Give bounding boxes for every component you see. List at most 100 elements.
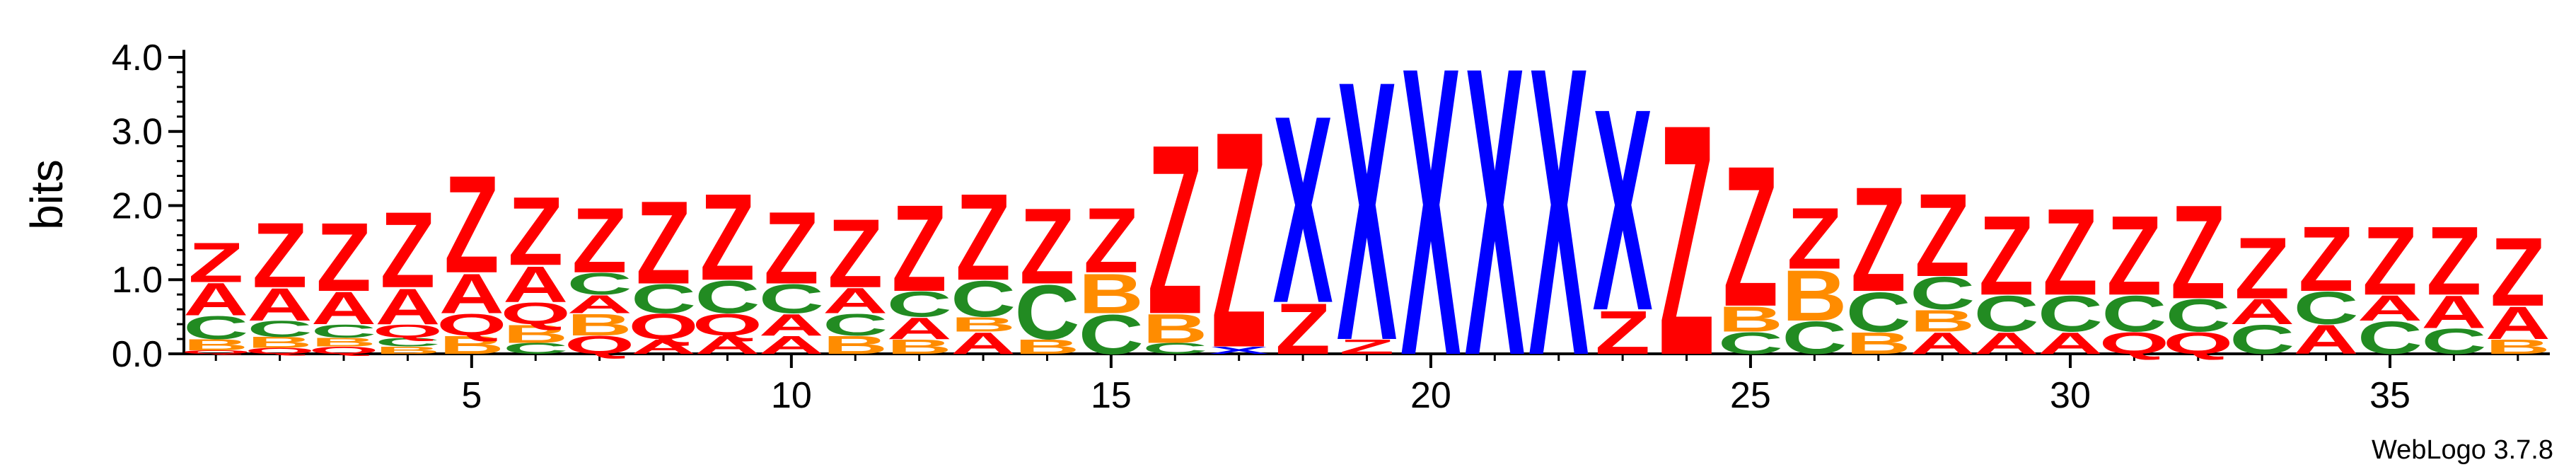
logo-letter-Q: Q [501,297,571,331]
logo-letter-B: B [567,308,632,343]
logo-letter-C: C [1079,303,1144,366]
logo-letter-Z: Z [636,176,691,309]
x-tick-label: 25 [1730,375,1771,416]
logo-letter-Z: Z [2234,219,2290,317]
logo-letter-Z: Z [2362,207,2418,316]
stack-position-31: QCZ [2099,192,2169,360]
logo-letter-C: C [759,276,824,322]
logo-letter-B: B [1014,335,1079,359]
stack-position-20: X [1400,0,1461,442]
logo-letter-C: C [1846,280,1911,343]
logo-letter-A: A [759,308,824,343]
logo-letter-B: B [439,330,504,359]
logo-letter-Z: Z [2106,192,2162,318]
stack-position-27: BCZ [1846,156,1911,361]
logo-letter-A: A [2485,297,2551,349]
logo-letter-C: C [695,272,760,323]
logo-letter-C: C [1718,326,1783,361]
weblogo-credit: WebLogo 3.7.8 [2372,435,2553,465]
logo-letter-Z: Z [2490,218,2546,327]
logo-letter-Z: Z [1147,93,1202,364]
logo-letter-Z: Z [700,169,755,306]
logo-letter-A: A [439,262,504,325]
logo-letter-A: A [183,274,248,326]
logo-letter-C: C [1910,267,1975,319]
logo-letter-A: A [631,335,696,359]
logo-letter-Z: Z [1979,192,2034,318]
logo-letter-C: C [567,267,632,301]
stack-position-23: ZX [1593,49,1654,371]
logo-stacks: QBCAZQBCAZQBCAZBCQAZBQAZCBQAZQBACZAQCZAQ… [181,0,2551,442]
logo-letter-Q: Q [436,308,506,343]
logo-letter-C: C [1014,270,1079,356]
x-tick-label: 15 [1091,375,1132,416]
logo-letter-Z: Z [1915,168,1970,301]
stack-position-32: QCZ [2163,178,2233,360]
logo-letter-X: X [1273,59,1334,359]
logo-letter-Z: Z [828,200,883,309]
stack-position-14: BCZ [1014,186,1079,359]
logo-letter-Z: Z [2426,207,2481,316]
logo-letter-Z: Z [1084,189,1139,292]
logo-letter-B: B [1846,326,1911,361]
logo-letter-C: C [248,316,313,342]
stack-position-15: CBZ [1079,189,1144,366]
logo-letter-Q: Q [692,308,762,343]
logo-letter-Q: Q [2163,326,2233,361]
logo-letter-Z: Z [1595,299,1650,367]
logo-letter-C: C [1142,340,1207,357]
stack-position-33: CAZ [2229,219,2294,363]
logo-letter-B: B [183,336,248,353]
logo-letter-B: B [248,334,313,351]
logo-letter-X: X [1528,0,1589,442]
logo-letter-B: B [311,335,376,349]
logo-letter-C: C [183,309,248,346]
stack-position-36: CAZ [2421,207,2486,362]
logo-letter-Z: Z [508,178,563,287]
logo-letter-Z: Z [253,204,308,307]
y-tick-label: 4.0 [112,38,163,79]
logo-letter-C: C [887,284,952,324]
logo-letter-C: C [2421,321,2486,362]
stack-position-29: ACZ [1973,192,2038,360]
x-tick-label: 35 [2369,375,2410,416]
logo-letter-C: C [951,270,1016,328]
logo-letter-Q: Q [245,347,315,356]
logo-letter-Z: Z [1787,189,1842,287]
logo-letter-Z: Z [444,147,499,302]
logo-letter-A: A [2293,317,2358,363]
logo-letter-B: B [1782,255,1847,336]
logo-letter-Q: Q [628,306,698,347]
logo-letter-C: C [631,276,696,322]
logo-letter-A: A [503,256,568,313]
y-tick-label: 0.0 [112,334,163,375]
logo-letter-X: X [1465,0,1526,442]
logo-letter-Z: Z [188,231,243,294]
logo-letter-A: A [248,279,313,330]
x-tick-label: 5 [461,375,482,416]
logo-letter-A: A [951,326,1016,361]
logo-letter-B: B [823,330,888,359]
logo-letter-C: C [1973,285,2038,343]
logo-letter-B: B [951,313,1016,336]
logo-letter-A: A [567,289,632,318]
logo-letter-Z: Z [1340,335,1395,359]
logo-letter-B: B [887,335,952,359]
stack-position-30: ACZ [2038,184,2103,361]
logo-letter-Z: Z [1659,57,1715,425]
logo-letter-X: X [1593,49,1654,371]
x-tick-label: 10 [771,375,812,416]
logo-letter-Z: Z [1723,124,1778,348]
logo-letter-Q: Q [308,345,378,356]
stack-position-25: CBZ [1718,124,1783,360]
y-axis-label: bits [21,159,72,230]
logo-letter-Q: Q [373,321,443,341]
logo-letter-C: C [503,340,568,357]
stack-position-18: ZX [1273,59,1334,369]
